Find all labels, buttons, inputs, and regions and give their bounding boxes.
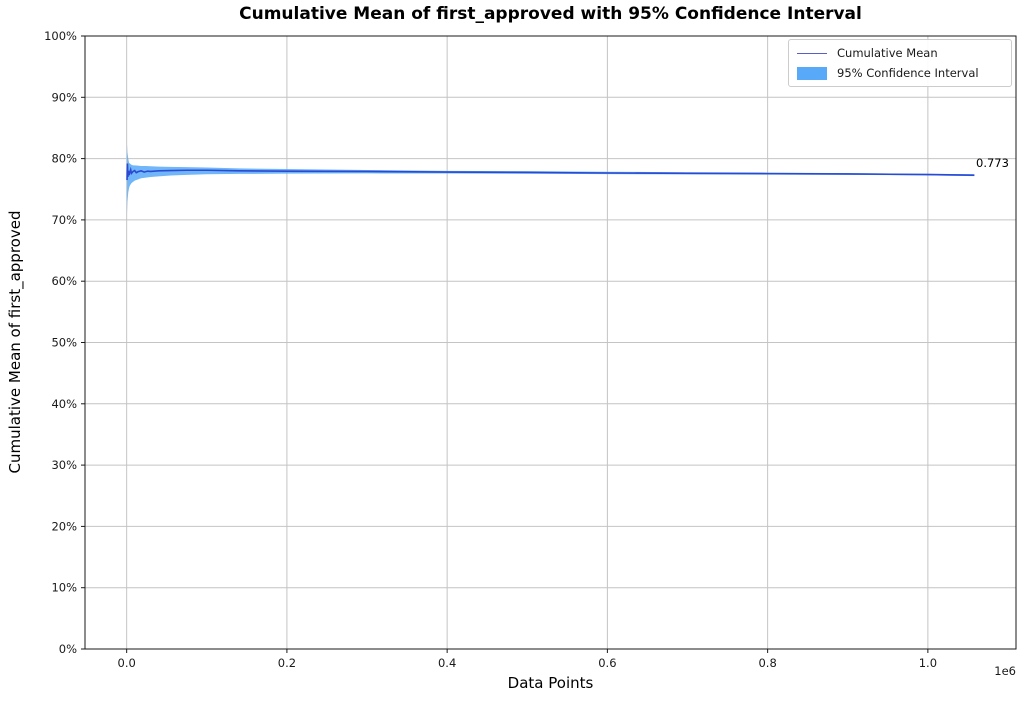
y-tick-label: 50% (51, 336, 77, 350)
y-tick-label: 100% (44, 29, 77, 43)
x-tick-label: 0.2 (278, 656, 296, 670)
y-tick-label: 0% (59, 642, 77, 656)
final-value-annotation: 0.773 (976, 156, 1009, 170)
confidence-band (127, 144, 975, 214)
cumulative-mean-line (126, 163, 975, 181)
legend-label-ci: 95% Confidence Interval (837, 66, 979, 80)
y-tick-label: 90% (51, 90, 77, 104)
y-tick-label: 70% (51, 213, 77, 227)
y-tick-label: 10% (51, 581, 77, 595)
x-axis-label: Data Points (507, 674, 594, 692)
y-tick-label: 30% (51, 458, 77, 472)
y-tick-label: 40% (51, 397, 77, 411)
y-tick-label: 60% (51, 274, 77, 288)
x-axis-offset-label: 1e6 (994, 664, 1016, 678)
y-tick-label: 20% (51, 519, 77, 533)
ci-patch-swatch (797, 66, 827, 80)
legend-label-mean: Cumulative Mean (837, 46, 938, 60)
legend-item-confidence-interval: 95% Confidence Interval (797, 66, 1003, 80)
y-axis-label: Cumulative Mean of first_approved (6, 210, 24, 474)
x-tick-label: 0.6 (598, 656, 616, 670)
x-tick-label: 0.8 (758, 656, 776, 670)
x-tick-label: 1.0 (919, 656, 937, 670)
x-tick-label: 0.4 (438, 656, 456, 670)
chart-title: Cumulative Mean of first_approved with 9… (239, 4, 862, 24)
x-tick-label: 0.0 (118, 656, 136, 670)
y-tick-label: 80% (51, 152, 77, 166)
legend-item-cumulative-mean: Cumulative Mean (797, 46, 1003, 60)
legend: Cumulative Mean 95% Confidence Interval (788, 39, 1012, 87)
mean-line-swatch (797, 52, 827, 54)
